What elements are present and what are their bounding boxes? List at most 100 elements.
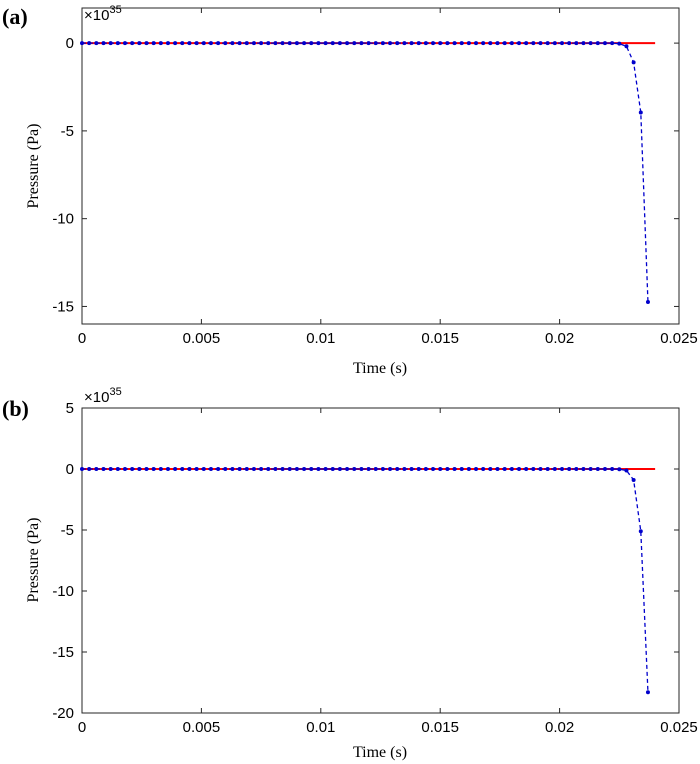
series-point [559,41,564,46]
series-point [101,41,106,46]
series-point [108,41,113,46]
series-point [524,467,529,471]
series-point [631,60,636,65]
series-point [452,467,457,471]
series-point [610,467,615,471]
series-point [251,41,256,46]
series-point [502,41,507,46]
series-point [122,467,127,471]
series-point [517,41,522,46]
series-point [144,467,149,471]
series-point [187,41,192,46]
series-point [115,467,120,471]
series-point [173,467,178,471]
x-tick-label: 0.025 [660,719,698,736]
series-point [323,41,328,46]
x-tick-label: 0.005 [183,719,221,736]
panel-label: (b) [2,396,29,421]
panel-a: (a) ×1035 0 0.005 0.01 0.015 0.02 0.025 0 -5 -10… [2,4,698,377]
series-point [380,467,385,471]
series-point [552,41,557,46]
series-point [302,467,307,471]
y-axis-title: Pressure (Pa) [25,124,42,209]
series-layer [80,41,656,305]
series-point [309,467,314,471]
series-point [402,467,407,471]
series-point [602,41,607,46]
series-point [165,41,170,46]
series-point [495,41,500,46]
series-point [617,467,622,472]
y-tick-label: -20 [52,705,74,722]
series-point [423,41,428,46]
y-axis-title: Pressure (Pa) [25,518,42,603]
series-point [574,41,579,46]
series-point [94,467,99,471]
series-point [80,41,84,46]
series-point [158,467,163,471]
x-tick-label: 0.005 [183,330,221,347]
series-point [509,467,514,471]
series-point [130,467,135,471]
series-point [208,467,213,471]
x-axis-title: Time (s) [353,744,407,761]
series-point [352,41,357,46]
series-point [395,41,400,46]
series-point [294,41,299,46]
series-point [645,300,650,305]
series-point [194,467,199,471]
series-point [445,467,450,471]
series-point [345,41,350,46]
series-point [517,467,522,471]
series-point [323,467,328,471]
x-tick-label: 0.01 [306,330,335,347]
series-point [115,41,120,46]
series-point [316,467,321,471]
series-point [388,467,393,471]
series-point [352,467,357,471]
series-point [180,467,185,471]
series-point [251,467,256,471]
series-point [216,467,221,471]
series-point [309,41,314,46]
series-point [137,41,142,46]
series-point [538,41,543,46]
x-tick-label: 0.025 [660,330,698,347]
series-point [466,467,471,471]
series-point [466,41,471,46]
series-point [531,467,536,471]
series-point [223,41,228,46]
series-point [431,467,436,471]
series-point [237,467,242,471]
panel-label: (a) [2,4,28,29]
series-point [366,467,371,471]
series-point [445,41,450,46]
y-tick-label: 5 [66,400,74,417]
series-point [631,477,636,482]
y-tick-label: -15 [52,298,74,315]
series-point [488,467,493,471]
series-point [201,467,206,471]
series-point [316,41,321,46]
x-tick-label: 0.02 [545,719,574,736]
x-tick-label: 0.02 [545,330,574,347]
series-point [509,41,514,46]
series-point [259,467,264,471]
series-point [617,41,622,46]
series-point [201,41,206,46]
series-point [524,41,529,46]
series-point [280,41,285,46]
series-point [409,41,414,46]
series-point [287,467,292,471]
series-point [545,41,550,46]
series-point [459,41,464,46]
series-point [638,110,643,115]
series-point [588,467,593,471]
series-point [144,41,149,46]
y-tick-label: 0 [66,461,74,478]
series-point [330,467,335,471]
x-tick-label: 0.015 [421,719,459,736]
series-point [122,41,127,46]
series-point [438,41,443,46]
